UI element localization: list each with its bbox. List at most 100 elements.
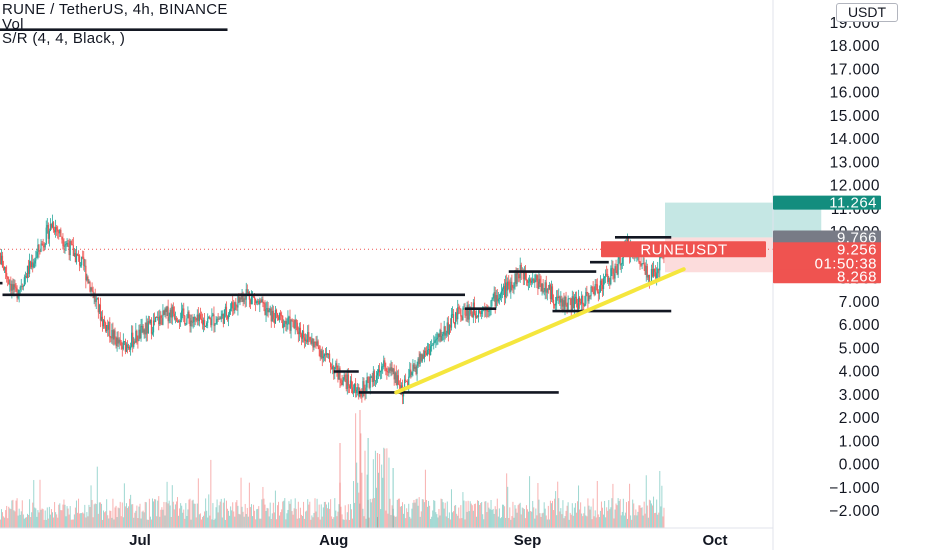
- volume-bar: [467, 500, 469, 528]
- volume-bar: [570, 514, 572, 528]
- volume-bar: [480, 503, 482, 528]
- volume-bar: [615, 503, 617, 528]
- candle-body: [464, 308, 466, 316]
- volume-bar: [68, 514, 70, 528]
- volume-bar: [537, 483, 539, 528]
- volume-bar: [349, 504, 351, 528]
- candle-body: [276, 313, 279, 317]
- candle-body: [657, 268, 659, 274]
- volume-bar: [400, 506, 402, 528]
- currency-button[interactable]: USDT: [836, 3, 898, 22]
- candle-body: [441, 336, 443, 341]
- volume-bar: [348, 519, 350, 528]
- volume-bar: [465, 501, 467, 528]
- volume-bar: [137, 518, 139, 528]
- candle-body: [417, 358, 419, 366]
- candle-body: [282, 315, 284, 328]
- trendline-line[interactable]: [394, 267, 686, 395]
- volume-bar: [591, 519, 593, 528]
- candle-body: [81, 256, 83, 266]
- candle-body: [463, 308, 465, 309]
- volume-bar: [648, 499, 650, 528]
- candle-body: [493, 292, 495, 299]
- candle-body: [28, 261, 31, 274]
- volume-bar: [549, 500, 551, 528]
- volume-bar: [36, 516, 38, 528]
- volume-bar: [116, 517, 118, 528]
- volume-bar: [295, 508, 297, 528]
- candle-body: [149, 319, 152, 323]
- candle-body: [271, 310, 273, 322]
- candle-body: [291, 320, 293, 322]
- candle-body: [501, 288, 504, 292]
- volume-bar: [203, 515, 205, 528]
- volume-bar: [452, 512, 453, 528]
- candle-body: [363, 381, 365, 393]
- candle-body: [346, 374, 348, 389]
- candle-body: [640, 264, 642, 266]
- candle-body: [298, 327, 300, 335]
- volume-bar: [181, 505, 183, 528]
- candle-body: [316, 341, 318, 346]
- volume-bar: [328, 502, 330, 528]
- candle-body: [48, 231, 50, 239]
- candle-body: [462, 308, 464, 321]
- volume-bar: [17, 515, 19, 528]
- volume-bar: [429, 505, 431, 528]
- volume-bar: [186, 516, 188, 528]
- candle-body: [494, 292, 496, 307]
- candle-body: [557, 296, 559, 299]
- candle-body: [458, 307, 460, 309]
- volume-bar: [340, 506, 342, 528]
- volume-bar: [515, 508, 517, 528]
- candle-body: [498, 297, 500, 299]
- candle-body: [234, 302, 236, 311]
- candle-body: [213, 314, 215, 326]
- volume-bar: [281, 509, 283, 528]
- candle-body: [564, 296, 566, 310]
- candle-body: [61, 236, 63, 240]
- candle-body: [443, 326, 445, 335]
- volume-bar: [150, 519, 152, 528]
- volume-bar: [463, 500, 465, 528]
- candle-body: [392, 368, 394, 372]
- candle-body: [42, 243, 44, 246]
- volume-bar: [283, 500, 285, 528]
- volume-bar: [165, 502, 167, 528]
- volume-bar: [395, 516, 397, 528]
- volume-bar: [285, 519, 287, 528]
- volume-bar: [227, 508, 228, 528]
- volume-bar: [353, 481, 355, 528]
- candle-body: [101, 316, 104, 327]
- stop-price-tag-bg: [773, 269, 881, 284]
- volume-bar: [183, 509, 185, 528]
- volume-bar: [378, 472, 380, 528]
- candle-body: [644, 265, 646, 275]
- volume-bar: [407, 511, 409, 528]
- candle-body: [617, 259, 619, 275]
- candle-body: [492, 298, 494, 299]
- volume-bar: [439, 515, 441, 528]
- candle-body: [514, 273, 516, 283]
- candle-body: [22, 286, 24, 287]
- volume-bar: [602, 507, 603, 528]
- candle-body: [117, 337, 119, 344]
- candle-body: [77, 255, 80, 256]
- y-tick-label: 7.000: [839, 294, 880, 311]
- volume-bar: [637, 511, 639, 528]
- x-axis-ticks[interactable]: Jul Aug Sep Oct: [129, 532, 727, 549]
- candle-body: [12, 284, 14, 290]
- candle-body: [14, 284, 16, 288]
- volume-bar: [584, 506, 586, 528]
- candle-body: [542, 283, 544, 292]
- candle-body: [86, 276, 88, 281]
- volume-bar: [594, 510, 596, 528]
- volume-bar: [406, 508, 408, 528]
- candle-body: [511, 281, 513, 288]
- candle-body: [82, 256, 84, 258]
- candle-body: [84, 265, 86, 267]
- candle-body: [577, 297, 580, 310]
- candle-body: [191, 320, 193, 323]
- candle-body: [133, 341, 135, 347]
